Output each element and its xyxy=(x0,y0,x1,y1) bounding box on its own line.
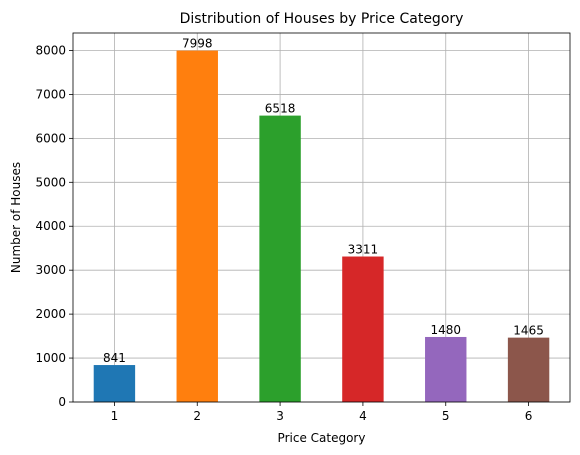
bar-category-2 xyxy=(176,50,218,402)
bar-category-4 xyxy=(342,256,384,402)
x-axis-label: Price Category xyxy=(278,431,366,445)
x-tick-label: 3 xyxy=(276,409,284,423)
y-tick-label: 1000 xyxy=(35,351,66,365)
x-tick-label: 2 xyxy=(193,409,201,423)
y-tick-label: 7000 xyxy=(35,87,66,101)
grid-group xyxy=(73,33,570,403)
y-axis-label: Number of Houses xyxy=(9,162,23,273)
bar-value-label: 1465 xyxy=(513,324,544,338)
y-tick-label: 0 xyxy=(58,395,66,409)
x-tick-label: 6 xyxy=(525,409,533,423)
bars-group xyxy=(93,50,550,402)
y-tick-label: 2000 xyxy=(35,307,66,321)
x-tick-label: 1 xyxy=(111,409,119,423)
bar-value-label: 6518 xyxy=(265,102,296,116)
data-labels-group: 841 7998 6518 3311 1480 1465 xyxy=(103,37,544,365)
bar-value-label: 1480 xyxy=(430,323,461,337)
chart-title: Distribution of Houses by Price Category xyxy=(180,11,464,27)
bar-category-3 xyxy=(259,115,301,402)
bar-category-5 xyxy=(425,336,467,402)
y-tick-label: 6000 xyxy=(35,131,66,145)
bar-category-1 xyxy=(93,365,136,402)
y-tick-label: 3000 xyxy=(35,263,66,277)
plot-frame xyxy=(72,32,571,403)
x-ticks-group: 1 2 3 4 5 6 xyxy=(111,402,533,423)
bar-value-label: 3311 xyxy=(348,243,379,257)
x-tick-label: 5 xyxy=(442,409,450,423)
y-ticks-group: 0 1000 2000 3000 4000 5000 6000 7000 8000 xyxy=(35,43,73,409)
y-tick-label: 5000 xyxy=(35,175,66,189)
y-tick-label: 8000 xyxy=(35,43,66,57)
bar-category-6 xyxy=(507,337,550,402)
bar-value-label: 7998 xyxy=(182,37,213,51)
y-tick-label: 4000 xyxy=(35,219,66,233)
x-tick-label: 4 xyxy=(359,409,367,423)
bar-value-label: 841 xyxy=(103,351,126,365)
